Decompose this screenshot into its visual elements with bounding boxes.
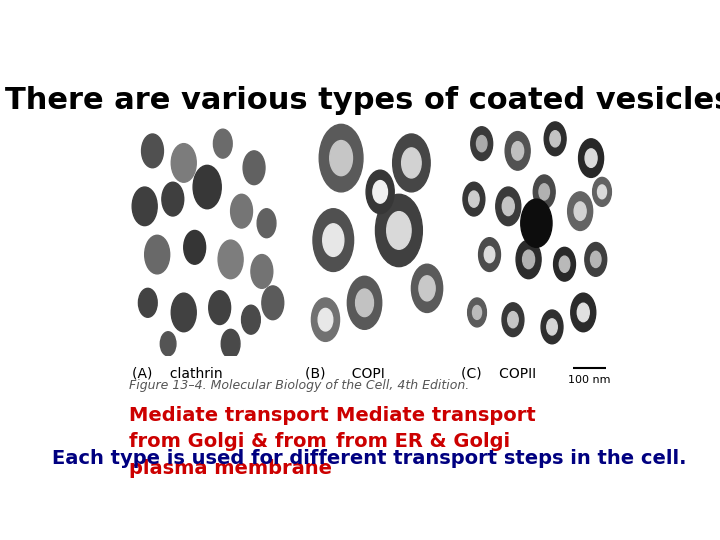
- Text: Mediate transport
from Golgi & from
plasma membrane: Mediate transport from Golgi & from plas…: [129, 406, 332, 478]
- Text: (B)      COPI: (B) COPI: [305, 366, 384, 380]
- Text: Mediate transport
from ER & Golgi: Mediate transport from ER & Golgi: [336, 406, 535, 451]
- Text: 100 nm: 100 nm: [568, 375, 611, 384]
- Text: There are various types of coated vesicles: There are various types of coated vesicl…: [5, 85, 720, 114]
- Text: Each type is used for different transport steps in the cell.: Each type is used for different transpor…: [52, 449, 686, 468]
- Text: Figure 13–4. Molecular Biology of the Cell, 4th Edition.: Figure 13–4. Molecular Biology of the Ce…: [129, 379, 469, 392]
- Text: (C)    COPII: (C) COPII: [461, 366, 536, 380]
- Text: (A)    clathrin: (A) clathrin: [132, 366, 222, 380]
